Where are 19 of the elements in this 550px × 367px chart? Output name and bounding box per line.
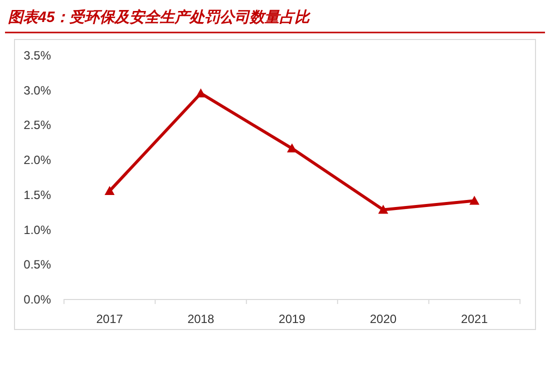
chart-title: 图表45：受环保及安全生产处罚公司数量占比 — [8, 8, 312, 26]
y-tick-label: 0.5% — [24, 258, 52, 272]
y-tick-label: 3.0% — [24, 83, 52, 98]
point — [287, 143, 297, 152]
y-tick-label: 2.5% — [24, 118, 52, 132]
y-tick-label: 0.0% — [24, 292, 52, 306]
y-tick-label: 2.0% — [24, 153, 52, 168]
y-tick-label: 1.5% — [24, 188, 52, 202]
point — [378, 204, 388, 214]
x-tick-label: 2017 — [96, 312, 124, 326]
point — [196, 88, 206, 98]
y-tick-label: 3.5% — [24, 48, 52, 62]
x-tick-label: 2020 — [370, 312, 397, 326]
x-tick-label: 2019 — [278, 312, 306, 326]
y-tick-label: 1.0% — [24, 222, 52, 237]
x-tick-label: 2018 — [187, 312, 214, 326]
point — [469, 196, 480, 205]
point — [104, 186, 115, 195]
x-tick-label: 2021 — [461, 312, 488, 326]
